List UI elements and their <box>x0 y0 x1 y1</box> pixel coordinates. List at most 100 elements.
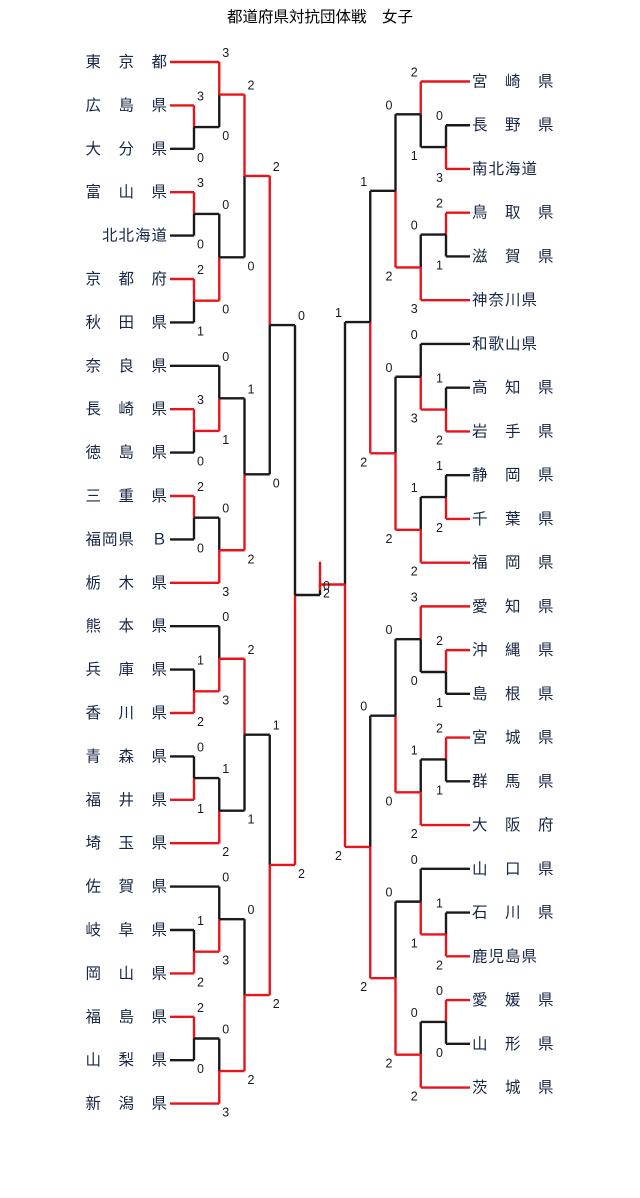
svg-text:1: 1 <box>436 258 443 272</box>
svg-text:2: 2 <box>197 975 204 989</box>
svg-text:0: 0 <box>222 303 229 317</box>
svg-text:0: 0 <box>222 129 229 143</box>
svg-text:2: 2 <box>360 980 367 994</box>
svg-text:滋 賀 県: 滋 賀 県 <box>472 247 555 265</box>
svg-text:埼 玉 県: 埼 玉 県 <box>85 834 168 852</box>
svg-text:0: 0 <box>436 984 443 998</box>
svg-text:2: 2 <box>386 269 393 283</box>
svg-text:山 形 県: 山 形 県 <box>472 1035 555 1053</box>
svg-text:1: 1 <box>222 433 229 447</box>
svg-text:2: 2 <box>436 521 443 535</box>
svg-text:1: 1 <box>222 762 229 776</box>
svg-text:徳 島 県: 徳 島 県 <box>85 444 168 462</box>
svg-text:2: 2 <box>248 79 255 93</box>
svg-text:鹿児島県: 鹿児島県 <box>472 947 538 965</box>
svg-text:0: 0 <box>197 455 204 469</box>
svg-text:沖 縄 県: 沖 縄 県 <box>472 641 555 659</box>
svg-text:0: 0 <box>386 361 393 375</box>
svg-text:0: 0 <box>222 1023 229 1037</box>
svg-text:愛 知 県: 愛 知 県 <box>472 597 555 615</box>
svg-text:0: 0 <box>436 109 443 123</box>
svg-text:2: 2 <box>273 997 280 1011</box>
svg-text:1: 1 <box>335 306 342 320</box>
svg-text:1: 1 <box>411 743 418 757</box>
svg-text:都道府県対抗団体戦 女子: 都道府県対抗団体戦 女子 <box>227 7 413 26</box>
svg-text:3: 3 <box>222 693 229 707</box>
svg-text:石 川 県: 石 川 県 <box>472 905 555 922</box>
svg-text:0: 0 <box>248 259 255 273</box>
svg-text:0: 0 <box>222 871 229 885</box>
svg-text:富 山 県: 富 山 県 <box>85 183 168 201</box>
svg-text:京 都 府: 京 都 府 <box>85 270 168 288</box>
svg-text:千 葉 県: 千 葉 県 <box>472 510 555 528</box>
svg-text:2: 2 <box>248 1073 255 1087</box>
svg-text:2: 2 <box>197 480 204 494</box>
svg-text:3: 3 <box>197 176 204 190</box>
svg-text:2: 2 <box>436 197 443 211</box>
svg-text:高 知 県: 高 知 県 <box>472 379 555 397</box>
svg-text:1: 1 <box>197 914 204 928</box>
svg-text:北北海道: 北北海道 <box>102 227 168 245</box>
svg-text:0: 0 <box>248 903 255 917</box>
svg-text:1: 1 <box>436 897 443 911</box>
svg-text:大 阪 府: 大 阪 府 <box>472 816 555 834</box>
svg-text:岡 山 県: 岡 山 県 <box>85 964 168 982</box>
svg-text:2: 2 <box>248 552 255 566</box>
svg-text:2: 2 <box>323 587 330 601</box>
svg-text:2: 2 <box>335 849 342 863</box>
svg-text:2: 2 <box>197 715 204 729</box>
svg-text:0: 0 <box>197 1062 204 1076</box>
svg-text:2: 2 <box>197 263 204 277</box>
svg-text:群 馬 県: 群 馬 県 <box>472 772 555 790</box>
svg-text:0: 0 <box>386 623 393 637</box>
svg-text:1: 1 <box>197 802 204 816</box>
svg-text:3: 3 <box>222 1106 229 1120</box>
svg-text:1: 1 <box>411 481 418 495</box>
svg-text:0: 0 <box>386 98 393 112</box>
svg-text:0: 0 <box>222 198 229 212</box>
svg-text:岩 手 県: 岩 手 県 <box>472 422 555 440</box>
svg-text:栃 木 県: 栃 木 県 <box>85 574 168 592</box>
svg-text:長 崎 県: 長 崎 県 <box>85 400 168 418</box>
svg-text:東 京 都: 東 京 都 <box>85 53 168 71</box>
svg-text:兵 庫 県: 兵 庫 県 <box>85 661 168 679</box>
svg-text:2: 2 <box>360 455 367 469</box>
svg-text:0: 0 <box>411 853 418 867</box>
svg-text:0: 0 <box>386 794 393 808</box>
svg-text:2: 2 <box>386 1057 393 1071</box>
svg-text:0: 0 <box>411 328 418 342</box>
svg-text:0: 0 <box>222 350 229 364</box>
svg-text:和歌山県: 和歌山県 <box>472 335 538 353</box>
svg-text:0: 0 <box>222 610 229 624</box>
svg-text:3: 3 <box>222 46 229 60</box>
svg-text:南北海道: 南北海道 <box>472 160 538 178</box>
svg-text:3: 3 <box>411 412 418 426</box>
svg-text:3: 3 <box>411 302 418 316</box>
svg-text:1: 1 <box>411 149 418 163</box>
svg-text:0: 0 <box>222 502 229 516</box>
svg-text:0: 0 <box>197 541 204 555</box>
svg-text:1: 1 <box>436 783 443 797</box>
svg-text:岐 阜 県: 岐 阜 県 <box>85 921 168 939</box>
svg-text:0: 0 <box>197 238 204 252</box>
svg-text:2: 2 <box>273 160 280 174</box>
svg-text:3: 3 <box>222 585 229 599</box>
svg-text:2: 2 <box>222 845 229 859</box>
svg-text:長 野 県: 長 野 県 <box>472 116 555 134</box>
svg-text:福 井 県: 福 井 県 <box>85 791 168 809</box>
svg-text:三 重 県: 三 重 県 <box>85 487 168 505</box>
svg-text:奈 良 県: 奈 良 県 <box>85 357 168 375</box>
svg-text:3: 3 <box>411 590 418 604</box>
svg-text:2: 2 <box>436 958 443 972</box>
svg-text:静 岡 県: 静 岡 県 <box>472 466 555 484</box>
svg-text:1: 1 <box>197 324 204 338</box>
svg-text:2: 2 <box>411 1090 418 1104</box>
svg-text:0: 0 <box>298 309 305 323</box>
svg-text:福岡県 Ｂ: 福岡県 Ｂ <box>85 530 168 548</box>
svg-text:鳥 取 県: 鳥 取 県 <box>472 204 555 222</box>
svg-text:3: 3 <box>197 393 204 407</box>
svg-text:2: 2 <box>436 433 443 447</box>
svg-text:愛 媛 県: 愛 媛 県 <box>472 991 555 1009</box>
svg-text:3: 3 <box>222 954 229 968</box>
svg-text:青 森 県: 青 森 県 <box>85 747 168 765</box>
